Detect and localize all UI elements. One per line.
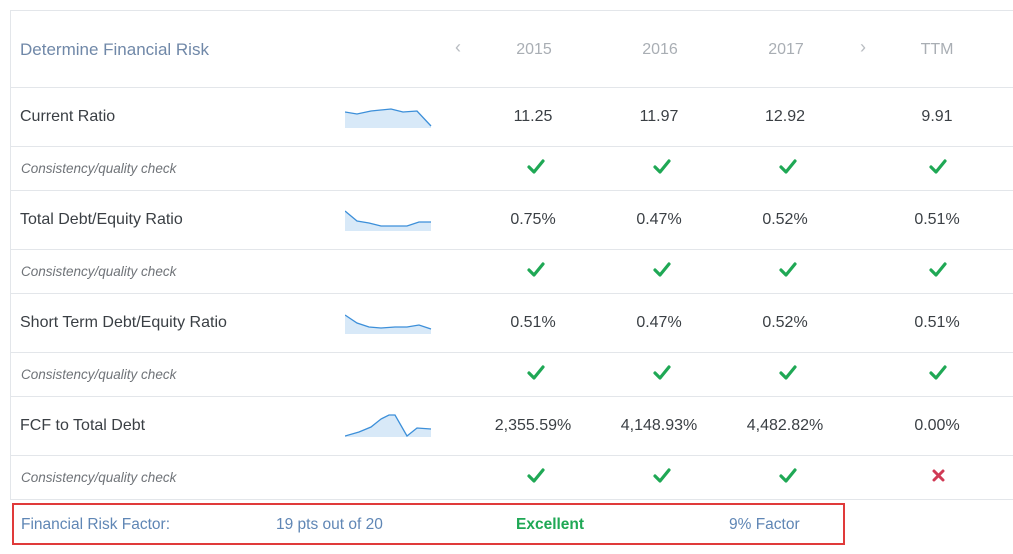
value-2015: 2,355.59% xyxy=(494,417,572,434)
chevron-right-icon[interactable]: › xyxy=(860,37,866,57)
risk-factor-percent: 9% Factor xyxy=(729,516,800,533)
year-header-2017: 2017 xyxy=(768,41,804,58)
check-icon xyxy=(883,262,993,282)
value-2017: 12.92 xyxy=(764,108,806,125)
value-2015: 11.25 xyxy=(513,108,553,125)
check-icon xyxy=(883,365,993,385)
check-icon xyxy=(607,365,717,385)
ttm-header: TTM xyxy=(920,41,954,58)
metric-row-current-ratio xyxy=(10,88,1013,147)
sparkline-current-ratio xyxy=(345,108,432,128)
check-row xyxy=(10,147,1013,191)
metric-row-fcf-total-debt xyxy=(10,397,1013,456)
value-2016: 0.47% xyxy=(636,314,682,331)
value-2016: 11.97 xyxy=(639,108,679,125)
sparkline-short-term-debt-equity xyxy=(345,314,432,334)
cross-icon xyxy=(883,468,993,488)
check-label: Consistency/quality check xyxy=(21,264,177,279)
risk-factor-points: 19 pts out of 20 xyxy=(276,516,383,533)
metric-row-total-debt-equity xyxy=(10,191,1013,250)
check-label: Consistency/quality check xyxy=(21,367,177,382)
metric-label: Current Ratio xyxy=(20,108,116,125)
metric-label: FCF to Total Debt xyxy=(20,417,146,434)
check-icon xyxy=(481,262,591,282)
year-header-2015: 2015 xyxy=(516,41,552,58)
value-ttm: 9.91 xyxy=(921,108,953,125)
risk-factor-highlight xyxy=(12,503,845,545)
value-ttm: 0.51% xyxy=(914,314,960,331)
table-header-row xyxy=(10,10,1013,88)
check-icon xyxy=(733,468,843,488)
check-icon xyxy=(733,365,843,385)
check-label: Consistency/quality check xyxy=(21,470,177,485)
value-2016: 4,148.93% xyxy=(620,417,698,434)
check-icon xyxy=(733,262,843,282)
year-header-2016: 2016 xyxy=(642,41,678,58)
risk-factor-label: Financial Risk Factor: xyxy=(21,516,171,533)
check-icon xyxy=(481,365,591,385)
metric-row-short-term-debt-equity xyxy=(10,294,1013,353)
check-icon xyxy=(883,159,993,179)
check-row xyxy=(10,250,1013,294)
value-ttm: 0.00% xyxy=(914,417,960,434)
check-icon xyxy=(607,262,717,282)
check-icon xyxy=(733,159,843,179)
value-ttm: 0.51% xyxy=(914,211,960,228)
check-icon xyxy=(481,159,591,179)
sparkline-total-debt-equity xyxy=(345,210,431,231)
sparkline-fcf-total-debt xyxy=(345,414,432,437)
value-2017: 0.52% xyxy=(762,314,808,331)
check-row xyxy=(10,353,1013,397)
chevron-left-icon[interactable]: ‹ xyxy=(455,37,461,57)
metric-label: Short Term Debt/Equity Ratio xyxy=(20,314,227,331)
check-icon xyxy=(607,468,717,488)
check-icon xyxy=(607,159,717,179)
risk-factor-rating: Excellent xyxy=(516,516,585,533)
value-2017: 0.52% xyxy=(762,211,808,228)
section-title: Determine Financial Risk xyxy=(20,40,209,59)
value-2015: 0.51% xyxy=(510,314,556,331)
metric-label: Total Debt/Equity Ratio xyxy=(20,211,183,228)
financial-risk-panel xyxy=(10,10,1013,500)
value-2015: 0.75% xyxy=(510,211,556,228)
value-2017: 4,482.82% xyxy=(746,417,824,434)
check-row xyxy=(10,456,1013,500)
value-2016: 0.47% xyxy=(636,211,682,228)
check-icon xyxy=(481,468,591,488)
check-label: Consistency/quality check xyxy=(21,161,177,176)
